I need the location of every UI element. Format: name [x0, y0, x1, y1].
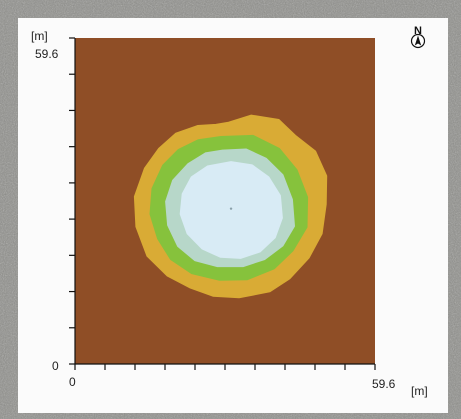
y-axis-label: [m] — [31, 29, 48, 43]
center-marker — [229, 207, 233, 210]
x-tick-label-min: 0 — [69, 375, 76, 389]
map-panel: [m] 59.6 0 0 59.6 [m] N — [18, 18, 448, 413]
contour-zone-4 — [179, 161, 283, 259]
y-tick-label-min: 0 — [52, 359, 59, 373]
compass-label: N — [414, 25, 422, 37]
x-axis-label: [m] — [411, 384, 428, 398]
axes — [69, 37, 376, 370]
heatmap-chart: [m] 59.6 0 0 59.6 [m] N — [31, 25, 428, 398]
x-tick-label-max: 59.6 — [372, 377, 396, 391]
north-arrow-icon: N — [410, 25, 426, 49]
y-tick-label-max: 59.6 — [35, 47, 59, 61]
contour-field — [75, 38, 375, 364]
